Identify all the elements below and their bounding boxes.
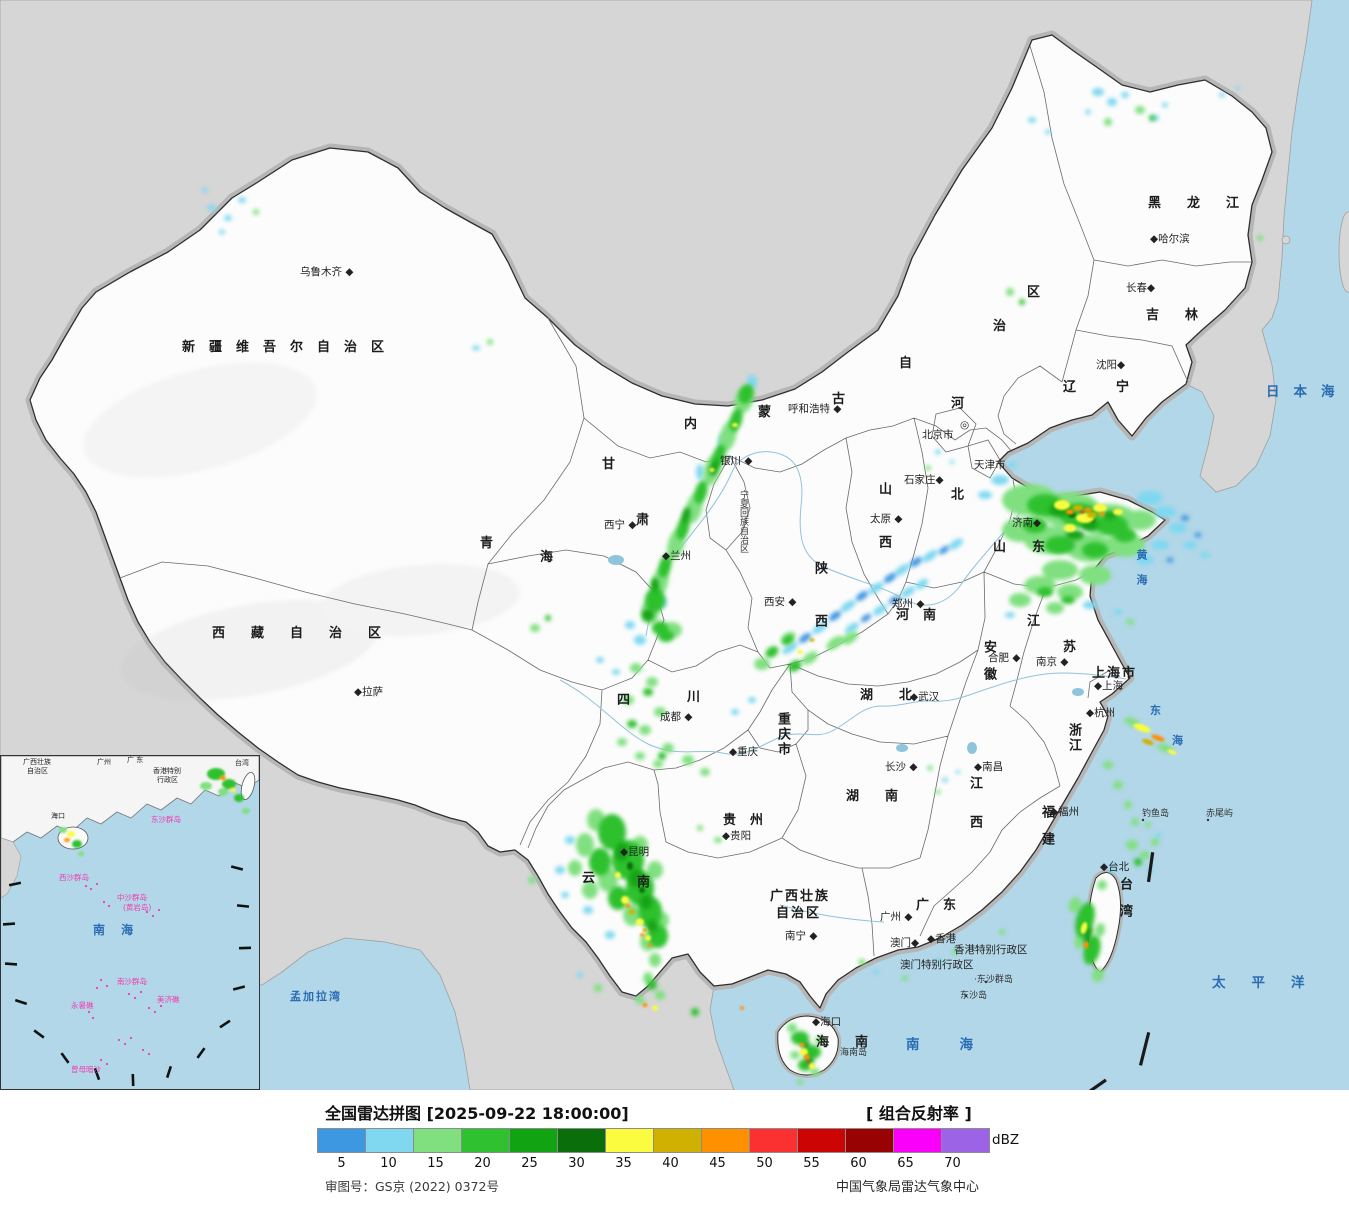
inset-foreign-land [1,837,22,899]
lakes [608,555,1084,754]
legend-tick-40: 40 [662,1156,679,1171]
inset-radar-echoes [59,768,250,857]
legend-color-30 [557,1128,606,1153]
echo-50dbz [806,510,1084,1064]
inset-nine-dash-line [2,865,252,1087]
legend-color-20 [461,1128,510,1153]
map-approval-number: 审图号：GS京 (2022) 0372号 [325,1179,499,1194]
legend-color-35 [605,1128,654,1153]
south-china-sea-inset: 广西壮族 自治区 广州广 东香港特别 行政区 台湾 海口 东沙群岛 西沙群岛 中沙群岛 (黄岩岛)… [0,755,260,1090]
china-radar-map [0,0,1349,1090]
legend-color-70 [941,1128,990,1153]
reflectivity-scale-ticks: 5 10 15 20 25 30 35 40 45 50 55 60 65 70 [318,1156,976,1171]
echo-15dbz [253,106,1263,1085]
inset-reef-marks [84,882,163,1066]
province-borders [119,45,1252,957]
inset-taiwan-island [240,771,256,801]
legend-tick-15: 15 [427,1156,444,1171]
legend-color-65 [893,1128,942,1153]
agency-credit: 中国气象局雷达气象中心 [836,1180,980,1195]
legend-tick-10: 10 [380,1156,397,1171]
legend-tick-30: 30 [568,1156,585,1171]
island-dot [1281,235,1291,245]
legend-panel: 全国雷达拼图 [2025-09-22 18:00:00] [ 组合反射率 ] 5… [0,1090,1349,1208]
island-dots [964,818,1210,998]
legend-color-45 [701,1128,750,1153]
inset-map [1,756,259,1089]
echo-5dbz [798,515,1202,643]
legend-color-5 [317,1128,366,1153]
legend-tick-35: 35 [615,1156,632,1171]
dbz-unit-label: dBZ [992,1132,1020,1148]
terrain-shading [83,362,520,700]
product-label: [ 组合反射率 ] [866,1104,972,1123]
legend-color-40 [653,1128,702,1153]
legend-color-50 [749,1128,798,1153]
maritime-boundary-dashes [1087,852,1155,1090]
legend-color-60 [845,1128,894,1153]
echo-10dbz [202,86,1241,978]
radar-echoes [202,86,1263,1085]
legend-tick-20: 20 [474,1156,491,1171]
legend-tick-60: 60 [850,1156,867,1171]
japan-coast-sliver [1338,211,1349,293]
legend-color-15 [413,1128,462,1153]
legend-tick-5: 5 [337,1156,346,1171]
legend-tick-45: 45 [709,1156,726,1171]
mosaic-title: 全国雷达拼图 [2025-09-22 18:00:00] [325,1104,629,1123]
echo-45dbz [625,507,1165,1060]
legend-color-55 [797,1128,846,1153]
legend-tick-25: 25 [521,1156,538,1171]
inset-coastline [1,756,259,843]
echo-40dbz [629,505,1154,932]
legend-tick-55: 55 [803,1156,820,1171]
legend-color-10 [365,1128,414,1153]
legend-color-25 [509,1128,558,1153]
reflectivity-color-scale [317,1128,990,1153]
legend-tick-70: 70 [944,1156,961,1171]
legend-tick-50: 50 [756,1156,773,1171]
legend-tick-65: 65 [897,1156,914,1171]
